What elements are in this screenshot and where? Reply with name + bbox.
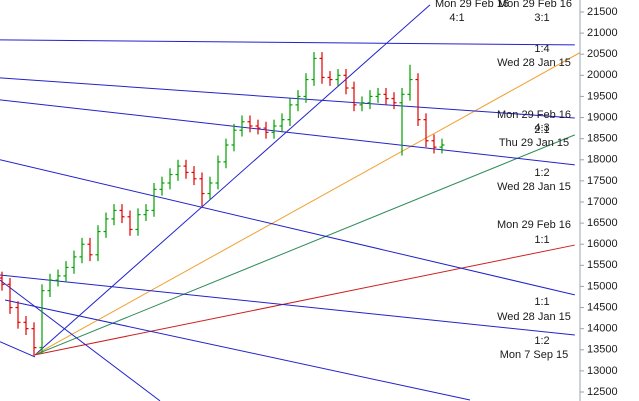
y-tick-label: 18500	[587, 133, 618, 145]
gann-line	[0, 274, 575, 336]
y-tick-label: 20000	[587, 69, 618, 81]
y-tick-label: 21000	[587, 27, 618, 39]
gann-line	[0, 77, 575, 119]
gann-line	[0, 39, 575, 46]
y-tick-label: 17500	[587, 175, 618, 187]
y-tick-label: 14500	[587, 301, 618, 313]
y-tick-label: 14000	[587, 323, 618, 335]
gann-label: 1:1	[534, 296, 549, 308]
y-tick-label: 12500	[587, 386, 618, 398]
gann-label: 1:2	[534, 335, 549, 347]
y-tick-label: 13000	[587, 365, 618, 377]
gann-label: Wed 28 Jan 15	[497, 311, 571, 323]
gann-line	[0, 159, 575, 296]
gann-label: Mon 29 Feb 16	[497, 109, 571, 121]
price-axis: 12500 13000 13500 14000 14500 15000 15500 16000…	[579, 0, 618, 401]
gann-line	[0, 279, 161, 401]
gann-line	[34, 4, 431, 356]
gann-line	[4, 299, 471, 401]
y-tick-label: 15500	[587, 259, 618, 271]
y-tick-label: 19000	[587, 111, 618, 123]
gann-label: Mon 29 Feb 16	[435, 0, 509, 10]
gann-line	[34, 244, 575, 356]
y-tick-label: 13500	[587, 344, 618, 356]
gann-label: Thu 29 Jan 15	[499, 137, 569, 149]
gann-label: 4:1	[449, 12, 464, 24]
y-tick-label: 16500	[587, 217, 618, 229]
gann-label: 4:3	[534, 122, 549, 134]
y-tick-label: 15000	[587, 280, 618, 292]
gann-line	[0, 341, 36, 358]
plot-area	[0, 4, 580, 401]
y-tick-label: 19500	[587, 90, 618, 102]
y-tick-label: 21500	[587, 6, 618, 18]
gann-label: 1:1	[534, 234, 549, 246]
gann-label: Wed 28 Jan 15	[497, 57, 571, 69]
gann-label: Mon 29 Feb 16	[497, 219, 571, 231]
gann-label: 1:4	[534, 43, 549, 55]
gann-line	[0, 99, 575, 166]
gann-label: 3:1	[534, 12, 549, 24]
gann-label: Wed 28 Jan 15	[497, 181, 571, 193]
y-tick-label: 17000	[587, 196, 618, 208]
gann-line	[34, 52, 580, 356]
gann-line	[34, 134, 575, 356]
gann-label: Mon 7 Sep 15	[500, 349, 569, 361]
annotations: Mon 29 Feb 16 4:1 Mon 29 Feb 16 3:1 1:4 Wed 2…	[435, 0, 572, 361]
y-tick-label: 18000	[587, 154, 618, 166]
y-tick-label: 20500	[587, 48, 618, 60]
gann-label: 2:1	[534, 124, 549, 136]
gann-label: Mon 29 Feb 16	[498, 0, 572, 10]
y-tick-label: 16000	[587, 238, 618, 250]
gann-label: 1:2	[534, 167, 549, 179]
